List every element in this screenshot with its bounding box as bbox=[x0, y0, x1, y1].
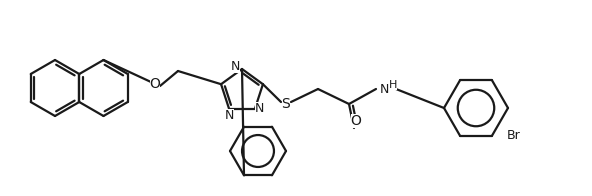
Text: S: S bbox=[282, 97, 290, 111]
Text: N: N bbox=[255, 102, 265, 115]
Text: N: N bbox=[230, 60, 240, 73]
Text: H: H bbox=[389, 80, 397, 90]
Text: N: N bbox=[379, 83, 389, 95]
Text: O: O bbox=[150, 77, 160, 91]
Text: Br: Br bbox=[507, 129, 521, 142]
Text: N: N bbox=[224, 109, 234, 122]
Text: O: O bbox=[350, 114, 362, 128]
